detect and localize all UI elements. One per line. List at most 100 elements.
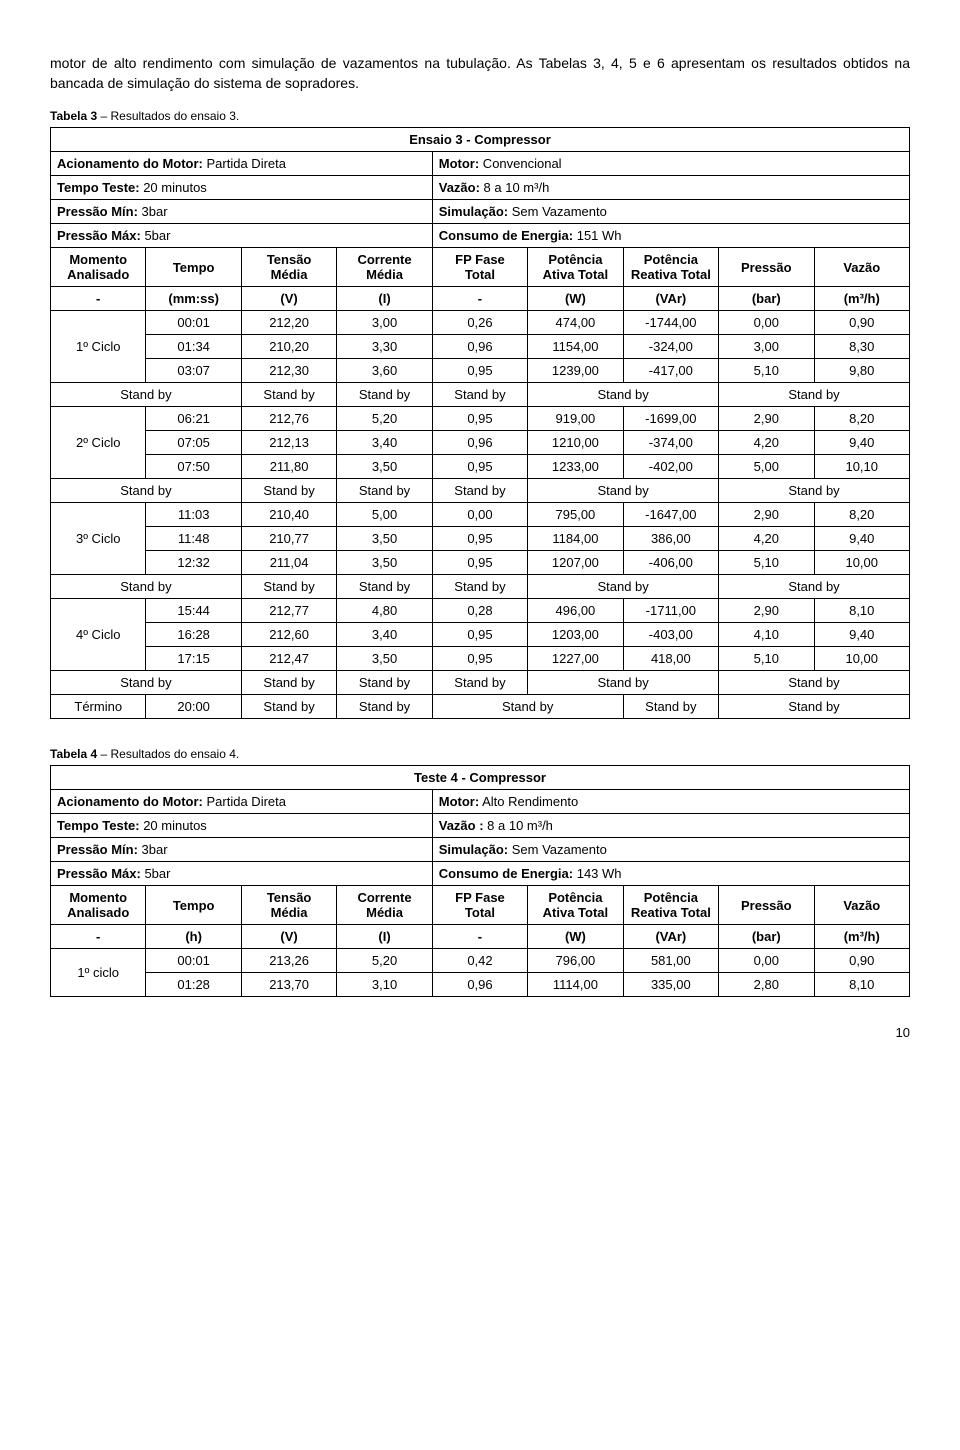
table4-unit-2: (V) (241, 925, 336, 949)
table4-header-6: Potência Reativa Total (623, 886, 718, 925)
standby-cell: Stand by (719, 383, 910, 407)
intro-paragraph: motor de alto rendimento com simulação d… (50, 54, 910, 93)
table3-cell: 1210,00 (528, 431, 623, 455)
table3-cell: 211,80 (241, 455, 336, 479)
table3-cell: 4,20 (719, 527, 814, 551)
table3-standby-row: Stand byStand byStand byStand byStand by… (51, 479, 910, 503)
table3-cell: 212,47 (241, 647, 336, 671)
table4-cell: 01:28 (146, 973, 241, 997)
table3-cell: 9,40 (814, 623, 910, 647)
table3-header-2: Tensão Média (241, 248, 336, 287)
table4-meta-left-0: Acionamento do Motor: Partida Direta (51, 790, 433, 814)
table3-cell: 0,95 (432, 551, 527, 575)
table4-header-8: Vazão (814, 886, 910, 925)
table3-row: 11:48210,773,500,951184,00386,004,209,40 (51, 527, 910, 551)
table4-unit-1: (h) (146, 925, 241, 949)
table3-cell: 2,90 (719, 407, 814, 431)
table3-cell: 386,00 (623, 527, 718, 551)
standby-cell: Stand by (337, 671, 432, 695)
table4-header-4: FP Fase Total (432, 886, 527, 925)
table3-cell: 919,00 (528, 407, 623, 431)
table3-cell: 8,20 (814, 503, 910, 527)
standby-cell: Stand by (241, 479, 336, 503)
table3-cell: -374,00 (623, 431, 718, 455)
table4-row: 01:28213,703,100,961114,00335,002,808,10 (51, 973, 910, 997)
table3-unit-7: (bar) (719, 287, 814, 311)
table3-cell: 0,95 (432, 455, 527, 479)
table4-cell: 8,10 (814, 973, 910, 997)
table3-cell: 3,40 (337, 431, 432, 455)
table3-meta-right-0: Motor: Convencional (432, 152, 909, 176)
termino-time: 20:00 (146, 695, 241, 719)
table4-row: 1º ciclo00:01213,265,200,42796,00581,000… (51, 949, 910, 973)
table3-cycle-label: 2º Ciclo (51, 407, 146, 479)
table3-row: 16:28212,603,400,951203,00-403,004,109,4… (51, 623, 910, 647)
table3-cell: 0,95 (432, 647, 527, 671)
table3-row: 3º Ciclo11:03210,405,000,00795,00-1647,0… (51, 503, 910, 527)
standby-cell: Stand by (719, 575, 910, 599)
table3-cell: 9,40 (814, 527, 910, 551)
table4-caption: Tabela 4 – Resultados do ensaio 4. (50, 747, 910, 761)
standby-cell: Stand by (241, 671, 336, 695)
table3-cell: 3,40 (337, 623, 432, 647)
termino-label: Término (51, 695, 146, 719)
table3-row: 12:32211,043,500,951207,00-406,005,1010,… (51, 551, 910, 575)
table4-unit-5: (W) (528, 925, 623, 949)
table3-cell: 9,40 (814, 431, 910, 455)
table3-cell: 1154,00 (528, 335, 623, 359)
table4-header-7: Pressão (719, 886, 814, 925)
page-number: 10 (50, 1025, 910, 1040)
table3-cycle-label: 3º Ciclo (51, 503, 146, 575)
table3-header-6: Potência Reativa Total (623, 248, 718, 287)
table3-cell: 11:03 (146, 503, 241, 527)
table3-cell: 8,30 (814, 335, 910, 359)
table3-cell: -324,00 (623, 335, 718, 359)
table4: Teste 4 - CompressorAcionamento do Motor… (50, 765, 910, 997)
table3-cell: 0,26 (432, 311, 527, 335)
table3-cell: 0,95 (432, 407, 527, 431)
standby-cell: Stand by (51, 383, 242, 407)
table3-unit-6: (VAr) (623, 287, 718, 311)
table4-unit-3: (I) (337, 925, 432, 949)
table3-cell: 0,90 (814, 311, 910, 335)
table3-cell: 5,10 (719, 647, 814, 671)
table4-cell: 0,90 (814, 949, 910, 973)
table3-cell: 5,00 (719, 455, 814, 479)
table3-cell: 5,10 (719, 359, 814, 383)
table3-cell: 07:05 (146, 431, 241, 455)
table4-cell: 0,96 (432, 973, 527, 997)
table3-unit-4: - (432, 287, 527, 311)
table4-unit-4: - (432, 925, 527, 949)
table3-cell: 0,95 (432, 623, 527, 647)
table3-cell: 1203,00 (528, 623, 623, 647)
table3-row: 01:34210,203,300,961154,00-324,003,008,3… (51, 335, 910, 359)
standby-cell: Stand by (241, 695, 336, 719)
table3-header-5: Potência Ativa Total (528, 248, 623, 287)
standby-cell: Stand by (528, 671, 719, 695)
table4-meta-right-1: Vazão : 8 a 10 m³/h (432, 814, 909, 838)
standby-cell: Stand by (337, 479, 432, 503)
table4-unit-6: (VAr) (623, 925, 718, 949)
table3-cell: -417,00 (623, 359, 718, 383)
table3-cell: 211,04 (241, 551, 336, 575)
table4-cycle-label: 1º ciclo (51, 949, 146, 997)
table3-cell: 474,00 (528, 311, 623, 335)
standby-cell: Stand by (337, 575, 432, 599)
table4-cell: 581,00 (623, 949, 718, 973)
table4-header-1: Tempo (146, 886, 241, 925)
table3-cell: 5,10 (719, 551, 814, 575)
table3-cell: 12:32 (146, 551, 241, 575)
standby-cell: Stand by (528, 575, 719, 599)
table3-cell: -1744,00 (623, 311, 718, 335)
table3-cell: 212,30 (241, 359, 336, 383)
table3-cell: 3,50 (337, 527, 432, 551)
table3-cell: 795,00 (528, 503, 623, 527)
table3-cell: 4,20 (719, 431, 814, 455)
standby-cell: Stand by (432, 383, 527, 407)
table3-cell: 0,95 (432, 359, 527, 383)
table3-meta-right-1: Vazão: 8 a 10 m³/h (432, 176, 909, 200)
table3-cell: -403,00 (623, 623, 718, 647)
table3-cell: 10,10 (814, 455, 910, 479)
table4-unit-0: - (51, 925, 146, 949)
table3-cell: 212,77 (241, 599, 336, 623)
